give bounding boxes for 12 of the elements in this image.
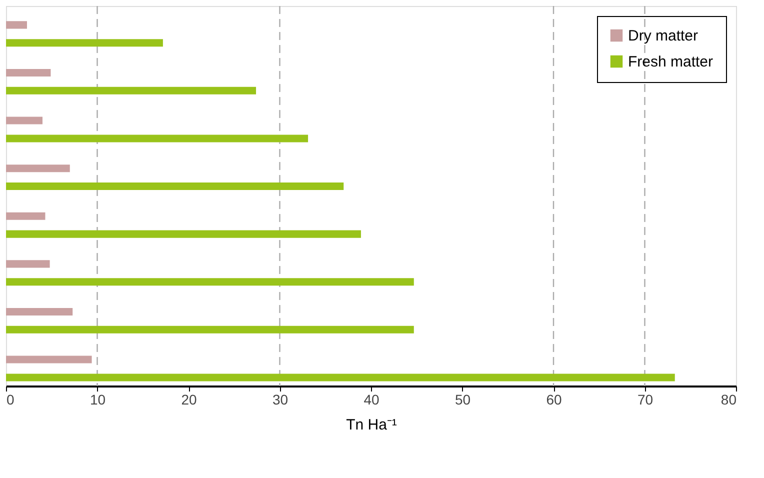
x-tick-label: 0 xyxy=(6,392,14,408)
x-axis-title: Tn Ha⁻¹ xyxy=(346,416,397,434)
x-tick-label: 40 xyxy=(364,392,380,408)
x-tick-label: 20 xyxy=(181,392,197,408)
x-tick-label: 10 xyxy=(90,392,106,408)
x-tick-label: 30 xyxy=(272,392,288,408)
x-tick-label: 80 xyxy=(720,392,737,408)
x-tick-label: 60 xyxy=(546,392,562,408)
x-tick-label: 50 xyxy=(454,392,471,408)
legend-label: Fresh matter xyxy=(628,54,714,70)
x-tick-label: 70 xyxy=(637,392,654,408)
legend-label: Dry matter xyxy=(628,28,698,44)
